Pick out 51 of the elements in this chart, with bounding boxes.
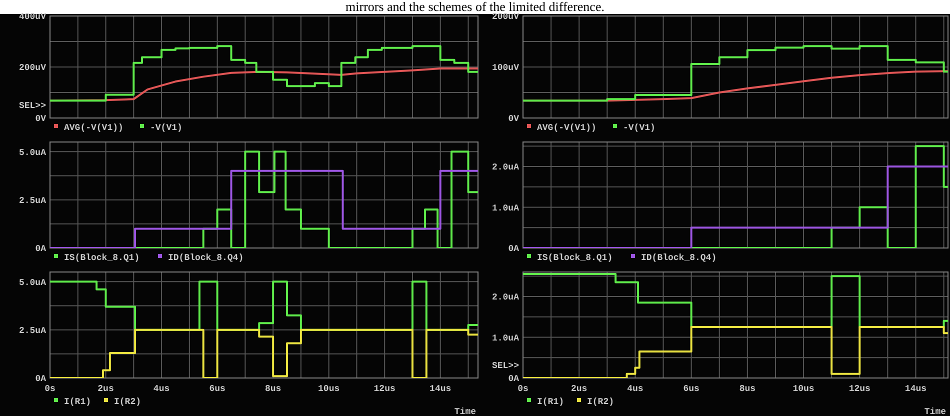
y-tick-label: 200uV bbox=[18, 63, 47, 74]
y-tick-label: 100uV bbox=[492, 63, 520, 74]
x-tick-label: 2us bbox=[98, 384, 114, 394]
legend-label: -V(V1) bbox=[150, 123, 182, 133]
y-tick-label: 0V bbox=[508, 114, 520, 124]
x-tick-label: 12us bbox=[848, 384, 870, 394]
y-tick-label: 2.0uA bbox=[492, 292, 520, 303]
x-tick-label: 2us bbox=[571, 384, 588, 394]
y-tick-label: 0A bbox=[35, 244, 47, 254]
chart-title: mirrors and the schemes of the limited difference. bbox=[346, 0, 604, 14]
y-tick-label: 0A bbox=[35, 374, 47, 384]
x-tick-label: 14us bbox=[904, 384, 927, 394]
x-tick-label: 0s bbox=[518, 384, 528, 394]
x-tick-label: 10us bbox=[318, 384, 340, 394]
x-tick-label: 6us bbox=[209, 384, 226, 394]
x-tick-label: 4us bbox=[153, 384, 170, 394]
legend-label: AVG(-V(V1)) bbox=[537, 123, 596, 133]
y-tick-label: 200uV bbox=[492, 12, 520, 22]
x-tick-label: 4us bbox=[627, 384, 644, 394]
y-tick-label: 5.0uA bbox=[18, 148, 47, 158]
x-tick-label: 6us bbox=[683, 384, 700, 394]
x-tick-label: 10us bbox=[792, 384, 814, 394]
text: SEL>> bbox=[18, 101, 46, 111]
x-tick-label: 12us bbox=[374, 384, 396, 394]
legend-label: AVG(-V(V1)) bbox=[64, 123, 124, 133]
x-tick-label: 14us bbox=[430, 384, 452, 394]
legend-label: ID(Block_8.Q4) bbox=[168, 253, 244, 263]
y-tick-label: 5.0uA bbox=[18, 278, 47, 288]
y-tick-label: 0A bbox=[508, 244, 520, 254]
legend-label: I(R2) bbox=[114, 397, 142, 407]
y-tick-label: 400uV bbox=[18, 12, 47, 22]
y-tick-label: 0A bbox=[508, 374, 520, 384]
x-axis-title: Time bbox=[454, 407, 476, 416]
y-tick-label: 2.0uA bbox=[492, 162, 520, 173]
y-tick-label: 2.5uA bbox=[18, 196, 47, 206]
y-tick-label: 2.5uA bbox=[18, 326, 47, 336]
x-axis-title: Time bbox=[924, 407, 946, 416]
legend-label: -V(V1) bbox=[623, 123, 656, 133]
legend-label: IS(Block_8.Q1) bbox=[537, 253, 613, 263]
y-tick-label: 1.0uA bbox=[492, 203, 520, 214]
x-tick-label: 8us bbox=[739, 384, 756, 394]
legend-label: ID(Block_8.Q4) bbox=[641, 253, 717, 263]
legend-label: IS(Block_8.Q1) bbox=[64, 253, 140, 263]
legend-label: I(R1) bbox=[537, 397, 564, 407]
y-tick-label: 0V bbox=[35, 114, 47, 124]
legend-label: I(R1) bbox=[64, 397, 92, 407]
x-tick-label: 8us bbox=[264, 384, 282, 394]
x-tick-label: 0s bbox=[44, 384, 56, 394]
y-tick-label: 1.0uA bbox=[492, 333, 520, 344]
text: SEL>> bbox=[492, 361, 519, 371]
legend-label: I(R2) bbox=[587, 397, 614, 407]
